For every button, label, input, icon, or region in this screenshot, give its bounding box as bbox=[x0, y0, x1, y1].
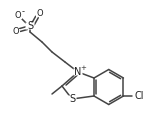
Text: O: O bbox=[13, 28, 19, 36]
Text: +: + bbox=[80, 65, 86, 71]
FancyBboxPatch shape bbox=[74, 68, 82, 76]
Text: S: S bbox=[27, 21, 33, 31]
FancyBboxPatch shape bbox=[25, 23, 34, 29]
Text: -: - bbox=[22, 8, 24, 17]
Text: N: N bbox=[74, 67, 82, 77]
Text: S: S bbox=[69, 94, 75, 104]
Text: O: O bbox=[37, 9, 43, 19]
FancyBboxPatch shape bbox=[36, 11, 44, 17]
Text: O: O bbox=[15, 12, 21, 20]
FancyBboxPatch shape bbox=[133, 93, 145, 99]
FancyBboxPatch shape bbox=[12, 29, 20, 35]
Text: Cl: Cl bbox=[135, 91, 144, 101]
FancyBboxPatch shape bbox=[67, 95, 76, 103]
FancyBboxPatch shape bbox=[14, 13, 22, 19]
